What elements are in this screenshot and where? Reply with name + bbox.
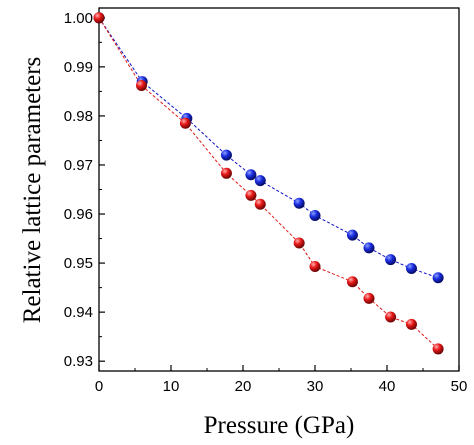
series-0-point bbox=[245, 169, 257, 181]
x-tick-label: 30 bbox=[307, 378, 324, 395]
series-0-point bbox=[346, 229, 358, 241]
series-lines bbox=[98, 17, 439, 350]
x-tick-label: 40 bbox=[379, 378, 396, 395]
x-tick-label: 0 bbox=[95, 378, 103, 395]
series-1-point bbox=[220, 167, 232, 179]
series-1-point bbox=[179, 117, 191, 129]
y-axis-title: Relative lattice parameters bbox=[19, 57, 46, 324]
y-tick-label: 0.93 bbox=[64, 353, 93, 370]
series-1-point bbox=[405, 318, 417, 330]
series-0-point bbox=[220, 149, 232, 161]
series-1-point bbox=[363, 292, 375, 304]
series-1-point bbox=[346, 276, 358, 288]
series-1-point bbox=[309, 261, 321, 273]
y-tick-label: 0.99 bbox=[64, 59, 93, 76]
series-points bbox=[93, 12, 444, 355]
series-0-point bbox=[309, 209, 321, 221]
y-tick-label: 0.98 bbox=[64, 108, 93, 125]
series-1-point bbox=[293, 237, 305, 249]
plot-frame bbox=[98, 7, 460, 372]
y-tick-label: 0.94 bbox=[64, 304, 93, 321]
x-axis-title: Pressure (GPa) bbox=[204, 412, 355, 439]
series-0-point bbox=[293, 197, 305, 209]
series-1-point bbox=[385, 311, 397, 323]
series-0-point bbox=[432, 272, 444, 284]
series-1-point bbox=[432, 343, 444, 355]
series-1-point bbox=[254, 198, 266, 210]
x-tick-label: 10 bbox=[163, 378, 180, 395]
series-0-point bbox=[363, 242, 375, 254]
y-tick-label: 0.95 bbox=[64, 255, 93, 272]
y-tick-label: 1.00 bbox=[64, 10, 93, 27]
series-1-point bbox=[93, 12, 105, 24]
series-1-line bbox=[98, 17, 439, 350]
series-1-point bbox=[245, 189, 257, 201]
y-axis-ticks: 0.93 0.94 0.95 0.96 0.97 0.98 0.99 1.00 bbox=[64, 10, 105, 370]
series-0-point bbox=[405, 262, 417, 274]
series-0-line bbox=[98, 17, 439, 279]
series-1-point bbox=[135, 80, 147, 92]
series-0-point bbox=[254, 175, 266, 187]
x-axis-ticks: 0 10 20 30 40 50 bbox=[95, 365, 468, 395]
series-0-point bbox=[385, 254, 397, 266]
x-tick-label: 50 bbox=[451, 378, 468, 395]
y-tick-label: 0.96 bbox=[64, 206, 93, 223]
y-tick-label: 0.97 bbox=[64, 157, 93, 174]
x-tick-label: 20 bbox=[235, 378, 252, 395]
